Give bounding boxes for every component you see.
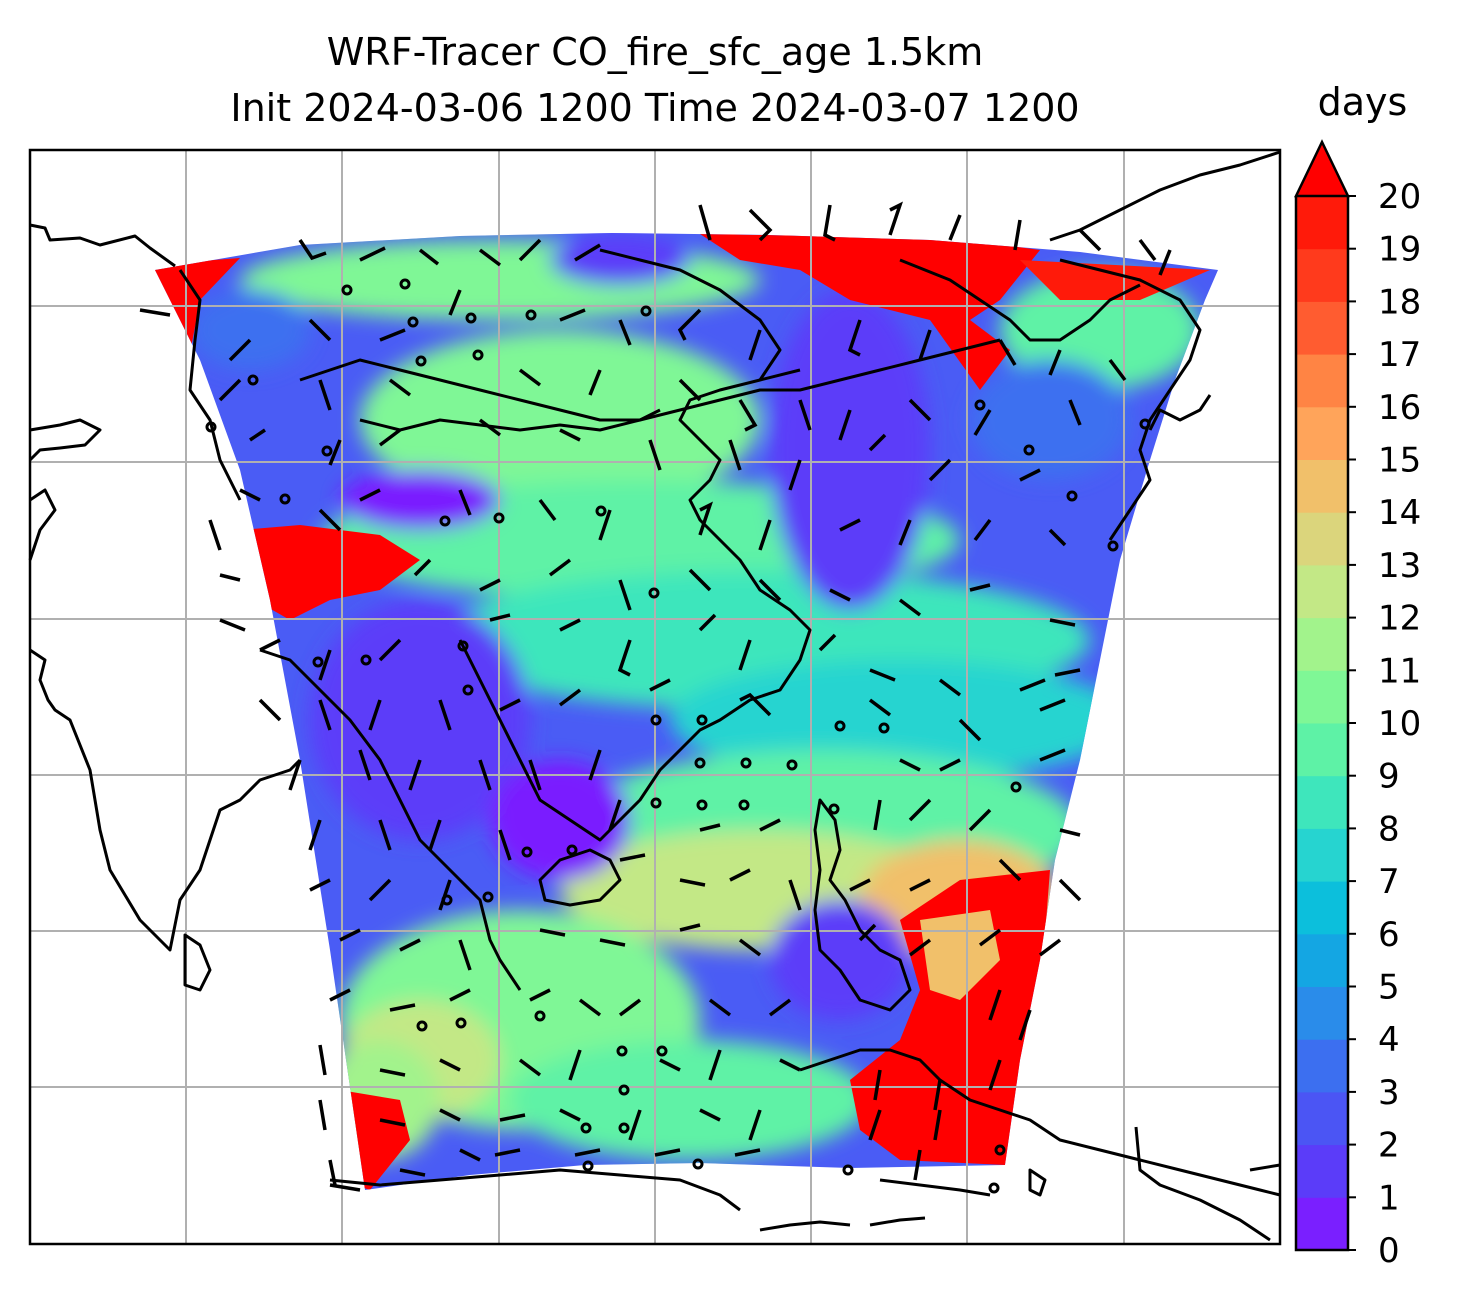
calm-wind-circles [205, 278, 1151, 1194]
colorbar-tick-label: 15 [1378, 441, 1421, 481]
plot-border [28, 148, 1282, 1246]
colorbar-tick-label: 8 [1378, 809, 1400, 849]
colorbar-band [1296, 933, 1348, 987]
colorbar-band [1296, 459, 1348, 513]
colorbar-tick-label: 11 [1378, 651, 1421, 691]
colorbar-band [1296, 196, 1348, 250]
colorbar-tick-label: 17 [1378, 335, 1421, 375]
colorbar-extend-triangle [1294, 139, 1350, 198]
colorbar-tick-label: 16 [1378, 388, 1421, 428]
colorbar-band [1296, 986, 1348, 1040]
colorbar-band [1296, 723, 1348, 777]
map-plot [28, 148, 1282, 1246]
colorbar-band [1296, 564, 1348, 619]
colorbar-band [1296, 828, 1348, 882]
colorbar-bands [1296, 196, 1348, 1251]
colorbar-tick-label: 1 [1378, 1178, 1400, 1218]
colorbar-tick-label: 14 [1378, 493, 1421, 533]
colorbar-band [1296, 1197, 1348, 1251]
colorbar-band [1296, 248, 1348, 302]
colorbar-band [1296, 670, 1348, 724]
colorbar-tick-label: 0 [1378, 1231, 1400, 1271]
colorbar-tick-label: 20 [1378, 177, 1421, 217]
colorbar-tick-label: 4 [1378, 1020, 1400, 1060]
colorbar-tick-label: 18 [1378, 282, 1421, 322]
colorbar-band [1296, 775, 1348, 829]
colorbar-tick-label: 5 [1378, 968, 1400, 1008]
colorbar-band [1296, 301, 1348, 355]
wind-barbs [139, 201, 1172, 1192]
colorbar-tick-label: 3 [1378, 1073, 1400, 1113]
colorbar-tick-label: 13 [1378, 546, 1421, 586]
colorbar-band [1296, 354, 1348, 408]
colorbar-tick-label: 10 [1378, 704, 1421, 744]
colorbar-band [1296, 1039, 1348, 1093]
colorbar-band [1296, 1144, 1348, 1198]
colorbar-units-label: days [1317, 80, 1408, 124]
colorbar-tick-label: 2 [1378, 1126, 1400, 1166]
colorbar-band [1296, 406, 1348, 460]
chart-title: WRF-Tracer CO_fire_sfc_age 1.5km [326, 30, 984, 74]
colorbar-tick-label: 6 [1378, 915, 1400, 955]
colorbar-band [1296, 1091, 1348, 1146]
map-gridlines [30, 150, 1280, 1244]
colorbar-tick-label: 7 [1378, 862, 1400, 902]
coastlines [28, 150, 1281, 1242]
chart-subtitle: Init 2024-03-06 1200 Time 2024-03-07 120… [230, 86, 1080, 130]
colorbar-tick-label: 19 [1378, 230, 1421, 270]
colorbar-band [1296, 512, 1348, 566]
colorbar-tick-label: 12 [1378, 599, 1421, 639]
colorbar-band [1296, 881, 1348, 935]
colorbar-tick-label: 9 [1378, 757, 1400, 797]
colorbar-band [1296, 617, 1348, 671]
